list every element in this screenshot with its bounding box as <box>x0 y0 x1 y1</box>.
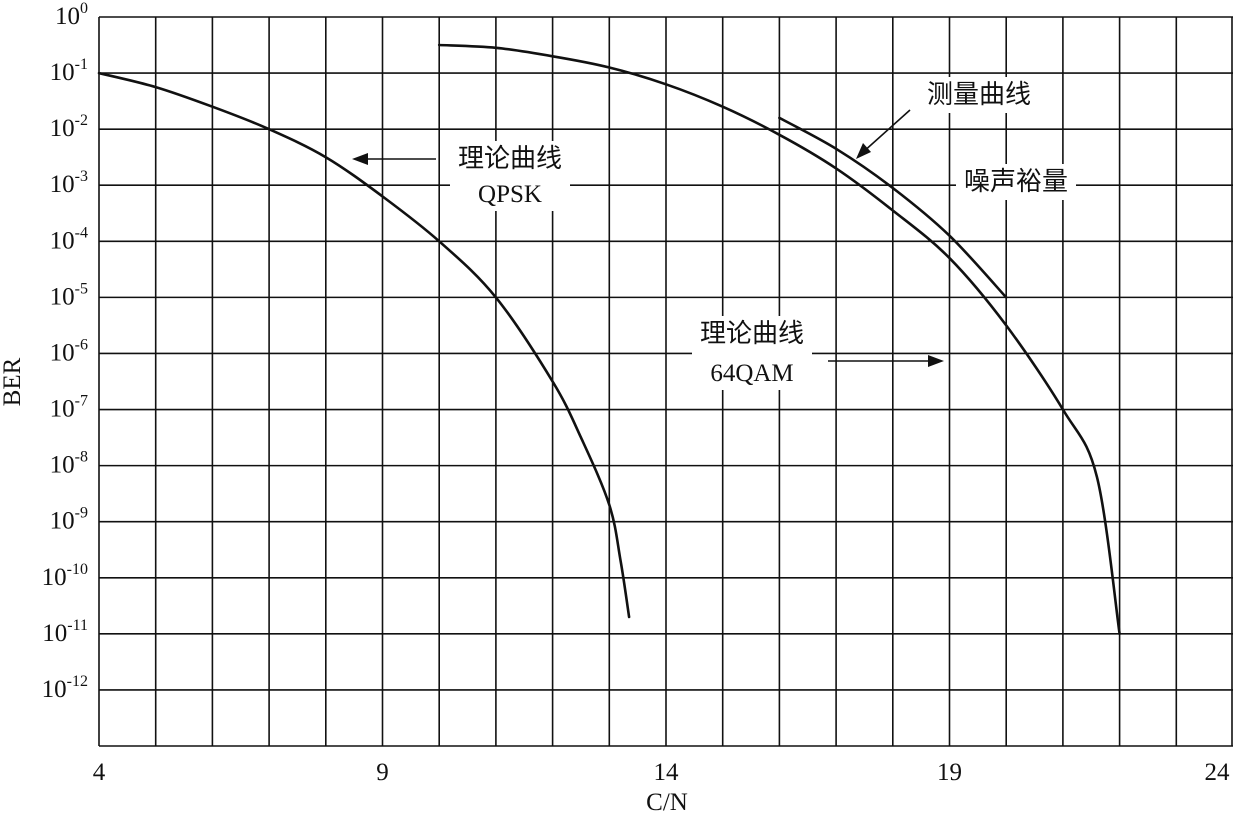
y-tick-label: 10-5 <box>50 280 88 310</box>
y-axis-label: BER <box>0 357 26 406</box>
arrow-64qam <box>828 355 944 367</box>
annotation-background-2 <box>955 164 1077 200</box>
arrow-measured <box>856 109 911 159</box>
series-line-measured <box>778 116 1008 299</box>
annotation-noise-margin: 噪声裕量 <box>964 167 1068 197</box>
annotation-64qam-subtitle: 64QAM <box>710 360 793 387</box>
y-tick-label: 10-4 <box>50 224 88 254</box>
x-tick-label: 24 <box>1205 759 1231 786</box>
curves <box>97 43 1121 636</box>
annotation-background-1 <box>918 77 1040 113</box>
y-tick-label: 10-1 <box>50 56 88 86</box>
y-tick-label: 10-3 <box>50 168 88 198</box>
y-tick-label: 10-10 <box>42 561 88 591</box>
x-tick-label: 4 <box>93 759 106 786</box>
y-tick-label: 10-9 <box>50 505 88 535</box>
y-tick-label: 10-11 <box>42 617 88 647</box>
series-line-64qam-theory <box>437 43 1121 636</box>
annotation-qpsk-title: 理论曲线 <box>458 144 562 174</box>
annotation-measured-title: 测量曲线 <box>927 80 1031 110</box>
grid <box>98 16 1233 747</box>
x-axis-label: C/N <box>646 789 688 814</box>
y-tick-label: 10-8 <box>50 449 88 479</box>
arrow-qpsk <box>352 153 436 165</box>
x-tick-label: 19 <box>937 759 962 786</box>
y-tick-label: 10-7 <box>50 393 88 423</box>
label-backgrounds <box>449 77 1077 390</box>
y-tick-label: 100 <box>55 0 88 30</box>
series-line-qpsk-theory <box>97 71 631 619</box>
annotations: 理论曲线 QPSK 测量曲线 噪声裕量 理论曲线 64QAM <box>352 80 1068 387</box>
tick-labels: 4 9 14 19 24 100 10-1 10-2 10-3 10-4 10-5 10-6 10-7 1… <box>42 0 1230 786</box>
y-tick-label: 10-6 <box>50 336 88 366</box>
x-tick-label: 14 <box>654 759 680 786</box>
x-tick-label: 9 <box>376 759 389 786</box>
annotation-64qam-title: 理论曲线 <box>700 319 804 349</box>
y-tick-label: 10-12 <box>42 673 88 703</box>
annotation-qpsk-subtitle: QPSK <box>478 181 542 208</box>
annotation-background-0 <box>449 141 571 211</box>
annotation-background-3 <box>691 316 813 390</box>
y-tick-label: 10-2 <box>50 112 88 142</box>
